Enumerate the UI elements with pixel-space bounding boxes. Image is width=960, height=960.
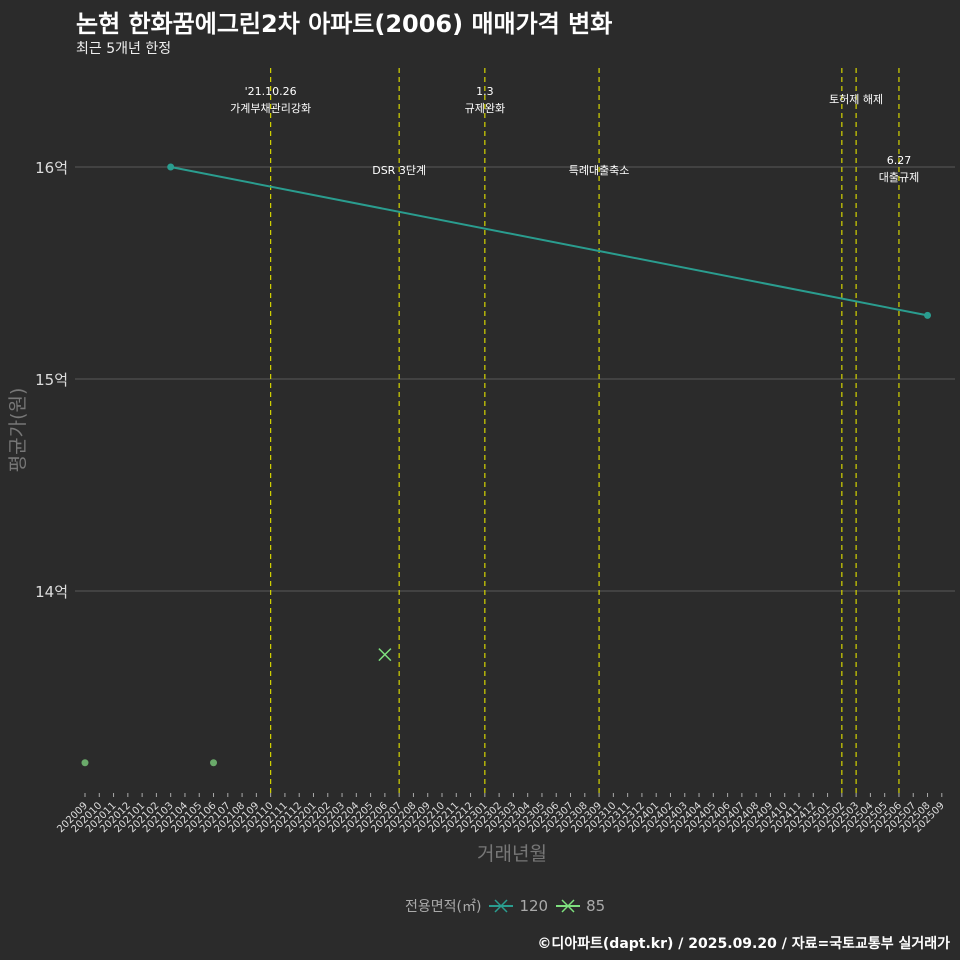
chart-title: 논현 한화꿈에그린2차 아파트(2006) 매매가격 변화	[76, 10, 613, 38]
event-label: DSR 3단계	[372, 164, 426, 177]
event-label: 1.3	[476, 85, 494, 98]
event-label: 가계부채관리강화	[230, 102, 311, 115]
legend-label: 85	[586, 897, 606, 915]
event-label: 특례대출축소	[569, 164, 630, 177]
source-caption: ©디아파트(dapt.kr) / 2025.09.20 / 자료=국토교통부 실…	[537, 936, 950, 952]
legend-title: 전용면적(㎡)	[405, 899, 482, 915]
x-axis-label: 거래년월	[477, 843, 547, 865]
legend-x-marker-icon	[489, 899, 514, 913]
data-point-120	[924, 311, 932, 319]
legend-x-marker-icon	[556, 899, 581, 913]
legend-label: 120	[519, 897, 549, 915]
y-tick-label: 14억	[35, 583, 68, 601]
data-point-x-marker	[378, 648, 392, 662]
legend-item-120: 120	[489, 897, 548, 915]
event-label: '21.10.26	[245, 85, 297, 98]
event-label: 6.27	[887, 154, 912, 167]
data-point-85	[81, 759, 89, 767]
y-axis-label: 평균가(원)	[7, 388, 29, 473]
legend: 전용면적(㎡) 120 85	[405, 896, 605, 916]
chart-subtitle: 최근 5개년 한정	[76, 41, 172, 57]
event-label: 토허제 해제	[829, 92, 883, 106]
y-tick-label: 15억	[35, 371, 68, 389]
data-point-120	[167, 163, 175, 171]
series-line-120	[170, 166, 928, 317]
y-tick-label: 16억	[35, 159, 68, 177]
legend-item-85: 85	[556, 897, 605, 915]
event-label: 규제완화	[465, 102, 505, 115]
data-point-85	[210, 759, 218, 767]
event-label: 대출규제	[879, 171, 919, 184]
